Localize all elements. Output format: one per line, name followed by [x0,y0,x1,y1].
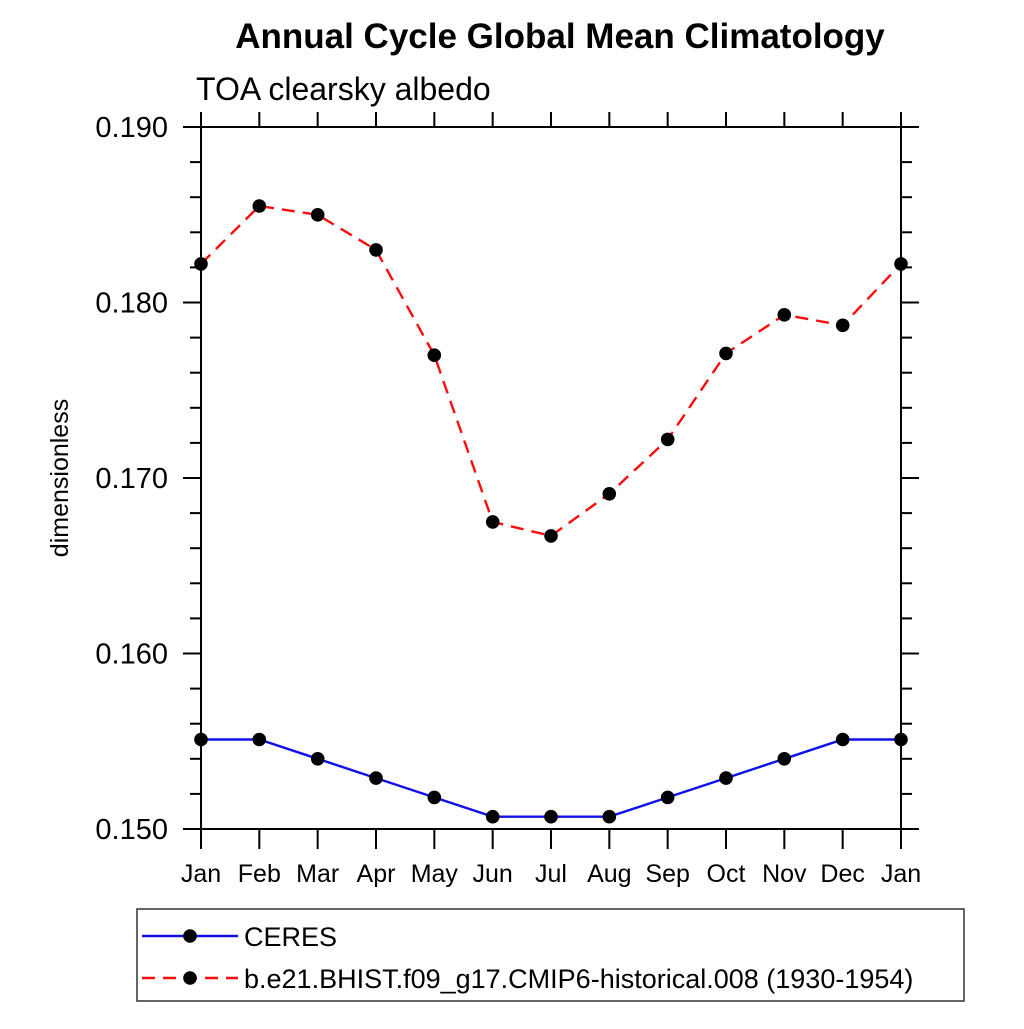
data-point-marker [777,308,792,322]
x-tick-label: Feb [238,860,281,888]
data-point-marker [369,243,383,257]
data-point-marker [544,529,558,543]
legend-marker [183,971,197,985]
data-point-marker [310,752,325,766]
data-point-marker [719,346,733,361]
y-tick-label: 0.150 [95,814,168,846]
legend: CERES b.e21.BHIST.f09_g17.CMIP6-historica… [136,908,965,1002]
x-tick-label: Oct [707,860,746,888]
data-point-marker [252,732,267,747]
x-tick-label: Apr [357,860,396,888]
y-tick-label: 0.170 [95,463,168,495]
data-point-marker [485,809,500,824]
data-point-marker [544,809,558,824]
data-point-marker [427,348,442,363]
x-tick-label: Jan [881,860,921,888]
x-tick-label: May [411,860,459,888]
data-point-marker [660,790,675,805]
plot-series [194,199,908,824]
legend-marker [183,929,197,943]
data-point-marker [252,199,267,213]
legend-entry-label: CERES [244,922,337,952]
x-tick-label: Dec [820,860,864,888]
chart-title: Annual Cycle Global Mean Climatology [235,17,885,56]
data-point-marker [719,771,733,785]
data-point-marker [894,732,908,747]
data-point-marker [660,432,675,447]
data-point-marker [485,515,500,529]
series-line-model [200,204,902,538]
data-point-marker [777,752,792,766]
x-tick-label: Jan [181,860,221,888]
x-tick-label: Nov [762,860,807,888]
data-point-marker [835,732,850,747]
y-tick-label: 0.160 [95,639,168,671]
data-point-marker [310,208,325,222]
chart-subtitle: TOA clearsky albedo [196,71,491,107]
data-point-marker [194,257,208,271]
x-tick-label: Jun [473,860,513,888]
y-tick-label: 0.190 [95,112,168,144]
x-tick-label: Mar [296,860,339,888]
data-point-marker [894,257,908,271]
y-tick-label: 0.180 [95,288,168,320]
x-tick-label: Jul [535,860,567,888]
data-point-marker [602,809,617,824]
legend-entry-label: b.e21.BHIST.f09_g17.CMIP6-historical.008… [244,964,913,994]
data-point-marker [369,771,383,785]
x-tick-label: Aug [587,860,631,888]
y-axis-label: dimensionless [46,399,74,557]
plot-frame [200,126,902,830]
x-tick-label: Sep [645,860,689,888]
data-point-marker [835,318,850,333]
plot-axes: Jan Feb Mar Apr May Jun Jul Aug Sep Oct Nov Dec Jan 0… [95,112,921,888]
data-point-marker [427,790,442,805]
legend-box [136,908,965,1002]
series-line-ceres [201,738,901,818]
data-point-marker [194,732,208,747]
data-point-marker [602,487,617,501]
